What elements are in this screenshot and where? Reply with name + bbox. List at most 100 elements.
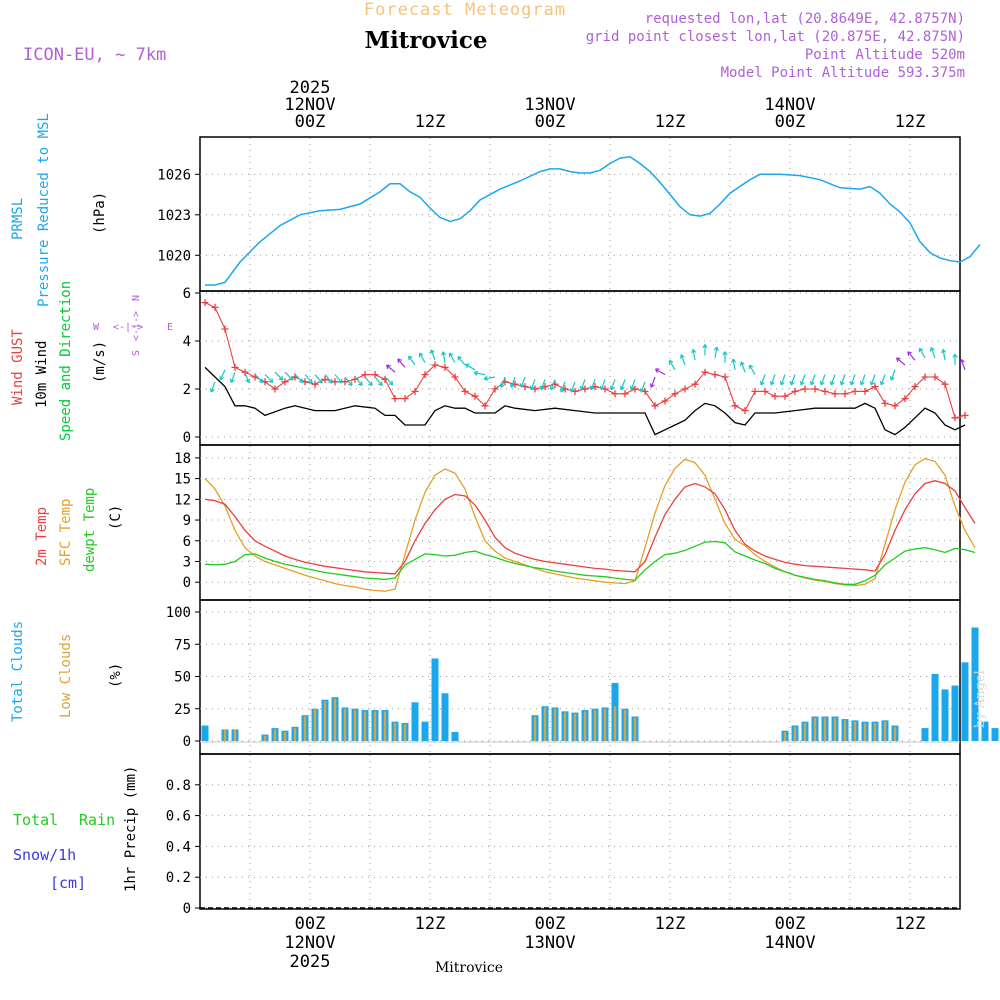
- wind-direction-arrowhead: [619, 385, 625, 391]
- low-cloud-bar: [283, 731, 287, 741]
- wind-direction-arrow: [860, 374, 866, 386]
- wind-gust-marker: [221, 325, 229, 333]
- top-time-label: 00Z: [535, 112, 566, 132]
- wind-direction-arrowhead: [464, 363, 470, 369]
- wind-gust-marker: [951, 414, 959, 422]
- wind-direction-arrowhead: [388, 380, 394, 386]
- wind-gust-marker: [371, 371, 379, 379]
- wind-direction-arrowhead: [829, 380, 835, 386]
- wind-direction-arrow: [284, 371, 294, 381]
- low-cloud-bar: [553, 708, 557, 741]
- wind-gust-marker: [441, 363, 449, 371]
- wind-gust-marker: [801, 385, 809, 393]
- top-time-label: 00Z: [775, 112, 806, 132]
- wind-gust-marker: [811, 385, 819, 393]
- y-tick-labels: 1020 1023 1026 0 2 4 6 0 3 6 9 12 15 18 0 25 50 75 100 0 0.2…: [157, 167, 191, 917]
- pressure-series: [205, 156, 981, 286]
- wind-direction-arrowhead: [769, 380, 775, 386]
- wind-direction-arrowhead: [268, 378, 274, 383]
- wind-direction-arrowhead: [907, 351, 912, 356]
- wind-direction-arrowhead: [589, 385, 595, 391]
- wind-unit: (m/s): [92, 341, 108, 383]
- wind-gust-marker: [761, 387, 769, 395]
- low-cloud-bar: [633, 717, 637, 741]
- location-title: Mitrovice: [364, 27, 487, 54]
- y-tick-label: 0.6: [166, 809, 191, 825]
- wind-direction-arrow: [840, 374, 846, 386]
- t2m-line: [204, 480, 976, 575]
- total-cloud-bar: [921, 728, 929, 741]
- wind-gust-marker: [341, 378, 349, 386]
- footer-location: Mitrovice: [435, 960, 503, 976]
- wind-direction-arrowhead: [649, 383, 655, 388]
- wind-direction-arrowhead: [759, 380, 765, 386]
- wind-gust-marker: [281, 378, 289, 386]
- wind-direction-arrow: [294, 374, 304, 383]
- low-cloud-bar: [803, 722, 807, 741]
- wind-direction-arrowhead: [473, 370, 479, 376]
- wind-direction-arrowhead: [358, 381, 363, 386]
- wind-label-dir: Speed and Direction: [58, 281, 74, 441]
- wind-direction-arrowhead: [368, 381, 373, 386]
- wind-direction-arrowhead: [941, 348, 947, 354]
- top-time-label: 12Z: [655, 112, 686, 132]
- wind-direction-arrow: [448, 352, 456, 363]
- wind-direction-arrow: [386, 364, 396, 373]
- temp-panel-frame: [199, 444, 961, 601]
- wind-direction-arrowhead: [809, 380, 815, 386]
- cloud-label-total: Total Clouds: [10, 621, 26, 722]
- pressure-label-desc: Pressure Reduced to MSL: [36, 113, 52, 307]
- y-tick-label: 0.8: [166, 778, 191, 794]
- wind-gust-marker: [651, 402, 659, 410]
- wind-direction-arrowhead: [739, 361, 745, 366]
- wind-direction-arrowhead: [278, 375, 284, 381]
- bottom-time-label: 13NOV: [524, 933, 575, 953]
- wind-gust-marker: [751, 387, 759, 395]
- low-cloud-bar: [863, 722, 867, 741]
- wind-direction-arrow: [314, 374, 323, 384]
- wind-direction-arrow: [770, 374, 776, 386]
- temp-label-2m: 2m Temp: [34, 507, 50, 566]
- low-cloud-bar: [393, 722, 397, 741]
- compass-west: W: [93, 322, 100, 333]
- wind-direction-arrow: [397, 358, 406, 368]
- total-cloud-bar: [951, 685, 959, 741]
- bottom-time-label: 12Z: [655, 914, 686, 934]
- sfc-temp-line: [204, 457, 976, 592]
- wind-gust-marker: [421, 371, 429, 379]
- bottom-time-label: 00Z: [775, 914, 806, 934]
- wind-direction-arrow: [942, 349, 946, 361]
- y-tick-label: 18: [174, 451, 191, 467]
- wind-direction-arrow: [907, 351, 916, 361]
- wind-gust-marker: [451, 373, 459, 381]
- wind-direction-arrowhead: [499, 383, 505, 388]
- y-tick-label: 12: [174, 492, 191, 508]
- wind-direction-arrowhead: [799, 380, 805, 386]
- wind-gust-line: [204, 302, 966, 419]
- wind-direction-arrow: [870, 374, 876, 386]
- wind-direction-arrow: [344, 376, 353, 386]
- pressure-panel-frame: [199, 136, 961, 292]
- total-cloud-bar: [961, 662, 969, 741]
- wind-direction-arrowhead: [819, 380, 825, 386]
- low-cloud-bar: [323, 701, 327, 741]
- wind-direction-arrow: [254, 374, 264, 383]
- wind-gust-marker: [271, 385, 279, 393]
- total-cloud-bar: [201, 725, 209, 741]
- wind-direction-arrow: [324, 374, 333, 384]
- wind-direction-arrow: [896, 357, 906, 366]
- wind-direction-arrow: [474, 372, 486, 376]
- wind-direction-arrow: [484, 376, 496, 380]
- wind-direction-arrowhead: [539, 385, 545, 391]
- y-tick-label: 15: [174, 472, 191, 488]
- cloud-bars: [200, 627, 999, 743]
- wind-gust-marker: [681, 385, 689, 393]
- low-cloud-bar: [573, 713, 577, 741]
- wind-gust-marker: [391, 395, 399, 403]
- temperature-series: [204, 457, 976, 592]
- requested-coords: requested lon,lat (20.8649E, 42.8757N): [645, 11, 965, 27]
- wind-direction-arrow: [384, 376, 394, 386]
- wind-direction-arrowhead: [896, 357, 901, 362]
- total-cloud-bar: [971, 627, 979, 741]
- wind-direction-arrowhead: [529, 385, 535, 391]
